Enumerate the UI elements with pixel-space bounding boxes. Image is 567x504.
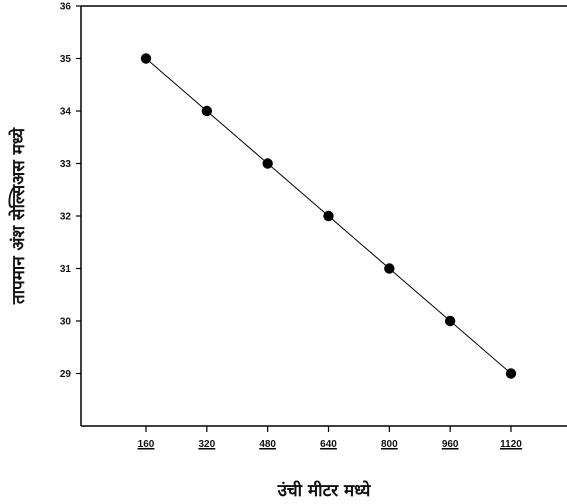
data-point: [201, 105, 213, 117]
x-tick-label: 1120: [500, 439, 522, 450]
points: [140, 53, 517, 379]
data-point: [140, 53, 152, 64]
y-axis-title: तापमान अंश सेल्सिअस मध्ये: [8, 127, 29, 305]
data-point: [505, 368, 517, 379]
data-point: [384, 263, 395, 274]
x-tick-label: 960: [442, 439, 459, 450]
x-tick-label: 480: [259, 439, 276, 450]
x-tick-label: 160: [138, 439, 155, 450]
data-point: [323, 210, 334, 222]
y-tick-label: 30: [60, 317, 72, 328]
y-tick-label: 33: [60, 159, 72, 170]
y-tick-label: 31: [60, 264, 72, 275]
x-ticks: 160 320 480 640 800 960 1120: [137, 426, 522, 450]
y-tick-label: 35: [60, 54, 72, 65]
x-tick-label: 320: [198, 439, 215, 450]
y-tick-label: 34: [60, 107, 72, 118]
x-axis-title: उंची मीटर मध्ये: [277, 480, 372, 501]
y-ticks: 36 35 34 33 32 31 30 29: [60, 2, 81, 380]
x-tick-label: 800: [381, 439, 398, 450]
y-tick-label: 32: [60, 212, 72, 223]
x-tick-label: 640: [320, 439, 337, 450]
data-point: [262, 158, 273, 169]
y-tick-label: 36: [60, 2, 72, 13]
y-tick-label: 29: [60, 369, 72, 380]
data-point: [444, 315, 456, 327]
